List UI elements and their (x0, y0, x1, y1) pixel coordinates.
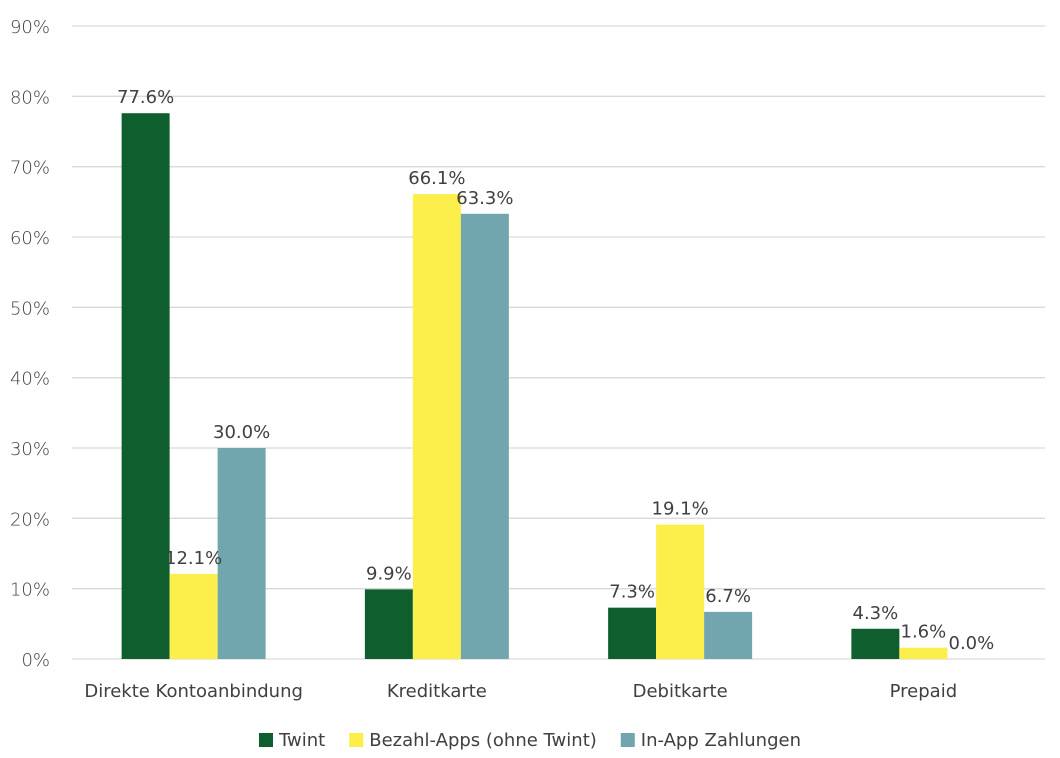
data-label: 6.7% (705, 586, 751, 607)
x-category-label: Kreditkarte (387, 681, 487, 702)
data-label: 1.6% (901, 622, 947, 643)
legend: Twint Bezahl-Apps (ohne Twint) In-App Zahl… (259, 730, 801, 751)
data-label: 0.0% (949, 633, 995, 654)
data-label: 19.1% (652, 499, 709, 520)
bar (704, 611, 753, 659)
data-label: 77.6% (117, 87, 174, 108)
y-tick-label: 80% (10, 87, 50, 108)
data-label: 12.1% (165, 548, 222, 569)
y-tick-label: 40% (10, 369, 50, 390)
y-tick-label: 10% (10, 580, 50, 601)
y-tick-label: 0% (21, 650, 50, 671)
legend-swatch (349, 733, 364, 747)
y-tick-label: 90% (10, 17, 50, 38)
bar (460, 213, 509, 660)
data-label: 9.9% (366, 563, 412, 584)
data-label: 30.0% (213, 422, 270, 443)
legend-label: Bezahl-Apps (ohne Twint) (369, 730, 597, 751)
bar (656, 524, 705, 659)
bar (121, 113, 170, 660)
x-category-label: Prepaid (890, 681, 958, 702)
bar (851, 628, 900, 659)
bar (364, 589, 413, 659)
bar (608, 607, 657, 659)
legend-label: In-App Zahlungen (641, 730, 801, 751)
y-tick-label: 50% (10, 298, 50, 319)
legend-swatch (259, 733, 274, 747)
bar (899, 647, 948, 659)
data-label: 66.1% (408, 168, 465, 189)
x-axis: Direkte Kontoanbindung Kreditkarte Debitka… (84, 681, 957, 702)
bars (121, 113, 948, 660)
bar (412, 194, 461, 659)
data-label: 63.3% (456, 188, 513, 209)
legend-label: Twint (278, 730, 325, 751)
bar (217, 448, 266, 659)
bar (169, 573, 218, 659)
y-tick-label: 30% (10, 439, 50, 460)
y-axis: 0% 10% 20% 30% 40% 50% 60% 70% 80% 90% (10, 17, 50, 671)
y-tick-label: 20% (10, 509, 50, 530)
y-tick-label: 70% (10, 158, 50, 179)
x-category-label: Direkte Kontoanbindung (84, 681, 303, 702)
legend-swatch (620, 733, 635, 747)
x-category-label: Debitkarte (633, 681, 728, 702)
y-tick-label: 60% (10, 228, 50, 249)
data-label: 4.3% (853, 603, 899, 624)
data-labels: 77.6% 12.1% 30.0% 9.9% 66.1%63.3% 7.3% 19.1% 6.… (117, 87, 994, 654)
data-label: 7.3% (609, 582, 655, 603)
